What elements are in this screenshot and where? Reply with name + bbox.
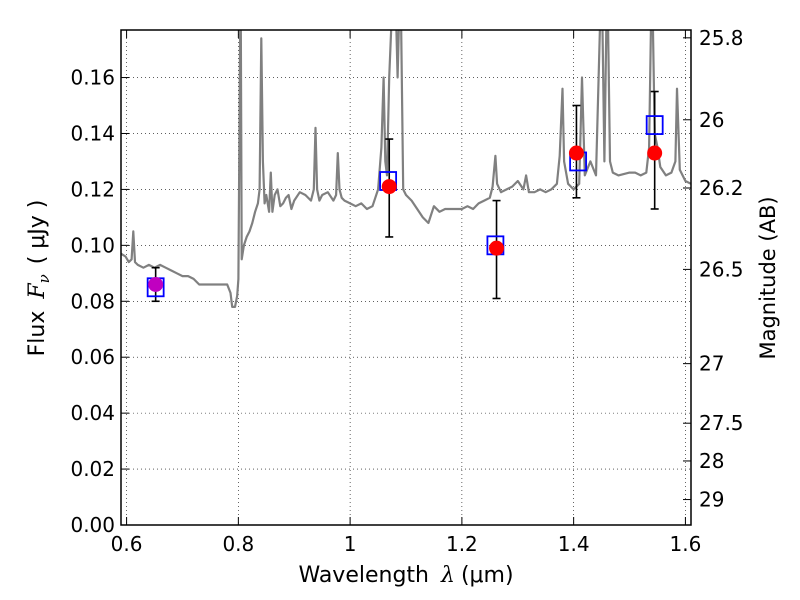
- y-axis-symbol: F: [25, 283, 50, 300]
- right-tick-label: 27.5: [699, 411, 744, 435]
- right-tick-label: 25.8: [699, 26, 744, 50]
- right-tick-label: 28: [699, 449, 724, 473]
- y-axis-unit: ( μJy ): [25, 200, 50, 265]
- x-axis-label: Wavelength λ (μm): [298, 563, 513, 588]
- right-tick-label: 26: [699, 108, 724, 132]
- y-tick-label: 0.04: [70, 401, 115, 425]
- y-axis-label-text: Flux: [25, 311, 50, 357]
- x-tick-label: 0.6: [111, 532, 143, 556]
- observed-point: [647, 145, 663, 161]
- right-axis-label: Magnitude (AB): [756, 196, 780, 359]
- right-tick-label: 26.2: [699, 176, 744, 200]
- x-axis-label-text: Wavelength: [298, 563, 429, 588]
- y-tick-label: 0.00: [70, 513, 115, 537]
- y-axis-subscript: ν: [35, 274, 53, 283]
- y-axis-label: Flux Fν ( μJy ): [25, 200, 53, 357]
- y-tick-label: 0.02: [70, 457, 115, 481]
- x-tick-label: 0.8: [222, 532, 254, 556]
- y-tick-label: 0.12: [70, 177, 115, 201]
- data-layer: [121, 30, 691, 308]
- observed-point: [381, 179, 397, 195]
- y-tick-label: 0.16: [70, 66, 115, 90]
- y-tick-label: 0.08: [70, 289, 115, 313]
- right-tick-label: 29: [699, 488, 724, 512]
- observed-point: [148, 276, 164, 292]
- model-square: [645, 115, 664, 135]
- x-axis-unit: (μm): [461, 563, 514, 588]
- y-tick-label: 0.14: [70, 121, 115, 145]
- right-tick-label: 27: [699, 352, 724, 376]
- y-tick-label: 0.10: [70, 233, 115, 257]
- plot-frame: [120, 29, 692, 526]
- plot-area: [121, 30, 691, 525]
- observed-point: [568, 145, 584, 161]
- x-tick-label: 1.6: [670, 532, 702, 556]
- spectrum-line: [121, 30, 691, 308]
- y-tick-label: 0.06: [70, 345, 115, 369]
- observed-point: [489, 240, 505, 256]
- x-axis-symbol: λ: [440, 563, 455, 588]
- right-tick-label: 26.5: [699, 257, 744, 281]
- x-tick-label: 1.2: [446, 532, 478, 556]
- x-tick-label: 1.4: [558, 532, 590, 556]
- x-tick-label: 1: [344, 532, 357, 556]
- ticks: 0.6 0.8 1 1.2 1.4 1.6 0.00 0.02 0.04 0.06 0.08 0.10…: [70, 26, 743, 556]
